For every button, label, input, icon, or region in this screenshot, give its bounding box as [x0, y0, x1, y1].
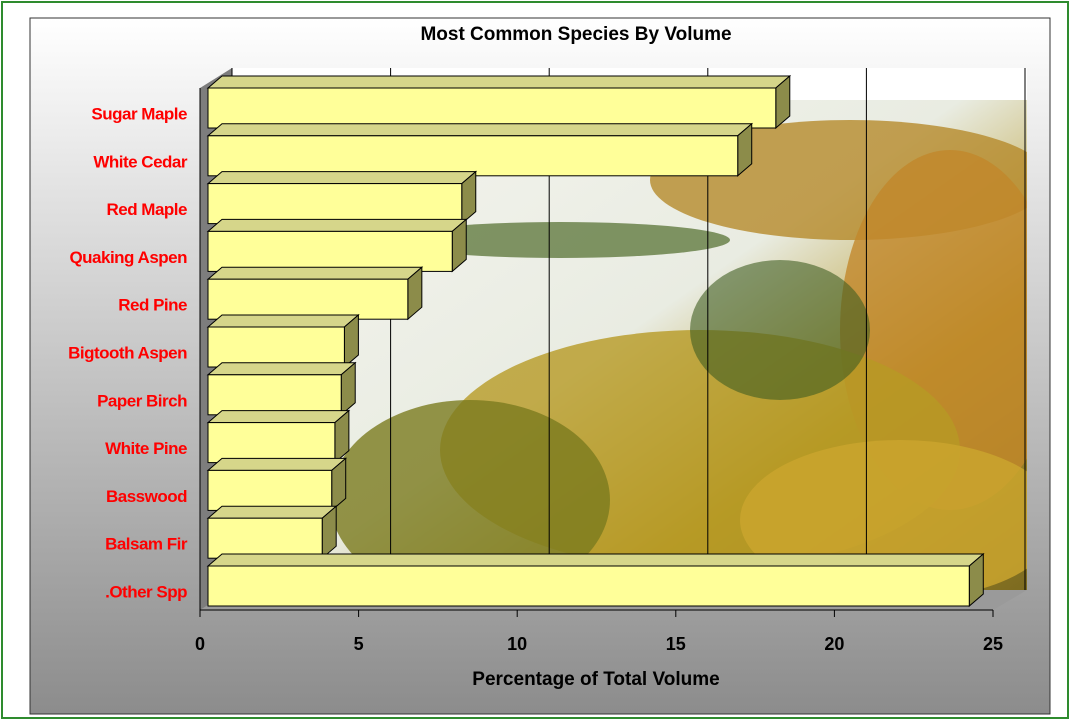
x-tick-label: 0: [195, 634, 205, 654]
bar-top: [208, 315, 358, 327]
y-tick-label: .Other Spp: [105, 582, 187, 601]
bar: [208, 423, 335, 463]
bar-group: [208, 76, 790, 128]
y-tick-label: Sugar Maple: [91, 104, 187, 123]
x-tick-label: 20: [824, 634, 844, 654]
bar-group: [208, 363, 355, 415]
x-axis-title: Percentage of Total Volume: [472, 669, 719, 690]
bar-top: [208, 363, 355, 375]
x-tick-label: 10: [507, 634, 527, 654]
bar-top: [208, 124, 752, 136]
y-tick-label: Balsam Fir: [105, 535, 188, 554]
bar: [208, 566, 969, 606]
bar-top: [208, 458, 346, 470]
bar: [208, 279, 408, 319]
x-tick-label: 15: [666, 634, 686, 654]
bar: [208, 184, 462, 224]
y-tick-label: White Cedar: [93, 152, 188, 171]
bar-group: [208, 554, 983, 606]
y-tick-label: White Pine: [105, 439, 187, 458]
bar: [208, 88, 776, 128]
chart-title: Most Common Species By Volume: [420, 24, 731, 45]
bar-top: [208, 219, 466, 231]
bar-group: [208, 124, 752, 176]
x-tick-label: 5: [354, 634, 364, 654]
bar: [208, 327, 344, 367]
bar-group: [208, 315, 358, 367]
bar-group: [208, 506, 336, 558]
bar-top: [208, 172, 476, 184]
y-tick-label: Bigtooth Aspen: [68, 343, 187, 362]
bar-top: [208, 411, 349, 423]
bar-group: [208, 219, 466, 271]
y-tick-label: Quaking Aspen: [69, 248, 187, 267]
bar-top: [208, 506, 336, 518]
bar-top: [208, 554, 983, 566]
bar: [208, 518, 322, 558]
bar-group: [208, 411, 349, 463]
bar-group: [208, 172, 476, 224]
bar-top: [208, 267, 422, 279]
y-tick-label: Red Maple: [106, 200, 187, 219]
x-tick-label: 25: [983, 634, 1003, 654]
bar: [208, 470, 332, 510]
bar: [208, 375, 341, 415]
bar-top: [208, 76, 790, 88]
bar: [208, 231, 452, 271]
bar-group: [208, 458, 346, 510]
y-tick-label: Paper Birch: [97, 391, 187, 410]
chart: Most Common Species By Volume Percentage…: [0, 0, 1072, 721]
bar-group: [208, 267, 422, 319]
y-tick-label: Basswood: [106, 487, 187, 506]
y-tick-label: Red Pine: [118, 296, 187, 315]
bar: [208, 136, 738, 176]
